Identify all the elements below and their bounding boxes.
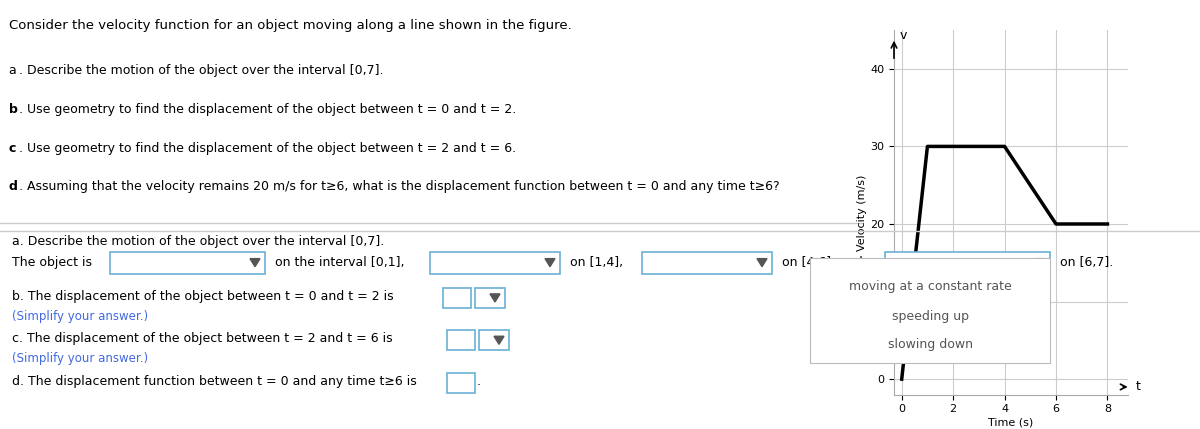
Text: on [4,6], and: on [4,6], and <box>782 256 863 269</box>
Polygon shape <box>757 259 767 267</box>
Bar <box>110 251 265 274</box>
Text: . Describe the motion of the object over the interval [0,7].: . Describe the motion of the object over… <box>19 64 384 77</box>
Polygon shape <box>545 259 554 267</box>
Text: on [6,7].: on [6,7]. <box>1060 256 1114 269</box>
Bar <box>446 372 475 393</box>
Text: c: c <box>8 142 16 154</box>
Bar <box>430 251 560 274</box>
Text: moving at a constant rate: moving at a constant rate <box>848 280 1012 293</box>
Y-axis label: Velocity (m/s): Velocity (m/s) <box>857 174 868 251</box>
Text: The object is: The object is <box>12 256 92 269</box>
Text: a. Describe the motion of the object over the interval [0,7].: a. Describe the motion of the object ove… <box>12 236 384 248</box>
Polygon shape <box>494 336 504 344</box>
Bar <box>446 330 475 350</box>
Text: t: t <box>1135 381 1140 393</box>
Text: d. The displacement function between t = 0 and any time t≥6 is: d. The displacement function between t =… <box>12 375 416 387</box>
Text: . Assuming that the velocity remains 20 m/s for t≥6, what is the displacement fu: . Assuming that the velocity remains 20 … <box>19 180 780 193</box>
Text: on [1,4],: on [1,4], <box>570 256 623 269</box>
Text: b. The displacement of the object between t = 0 and t = 2 is: b. The displacement of the object betwee… <box>12 290 394 303</box>
Bar <box>810 257 1050 363</box>
Bar <box>886 251 1050 274</box>
Text: Consider the velocity function for an object moving along a line shown in the fi: Consider the velocity function for an ob… <box>8 19 571 32</box>
Text: slowing down: slowing down <box>888 338 972 351</box>
Bar <box>642 251 772 274</box>
Text: c. The displacement of the object between t = 2 and t = 6 is: c. The displacement of the object betwee… <box>12 332 392 345</box>
Text: (Simplify your answer.): (Simplify your answer.) <box>12 352 148 366</box>
Text: a: a <box>8 64 17 77</box>
Text: d: d <box>8 180 18 193</box>
Text: on the interval [0,1],: on the interval [0,1], <box>275 256 404 269</box>
Text: speeding up: speeding up <box>892 310 968 323</box>
Polygon shape <box>1034 259 1045 267</box>
Text: .: . <box>478 375 481 387</box>
Text: . Use geometry to find the displacement of the object between t = 0 and t = 2.: . Use geometry to find the displacement … <box>19 103 516 116</box>
X-axis label: Time (s): Time (s) <box>989 417 1033 427</box>
Bar <box>443 288 470 308</box>
Polygon shape <box>490 294 500 302</box>
Text: v: v <box>899 29 906 42</box>
Text: (Simplify your answer.): (Simplify your answer.) <box>12 310 148 323</box>
Bar <box>475 288 505 308</box>
Bar <box>479 330 509 350</box>
Text: b: b <box>8 103 18 116</box>
Text: . Use geometry to find the displacement of the object between t = 2 and t = 6.: . Use geometry to find the displacement … <box>19 142 516 154</box>
Polygon shape <box>250 259 260 267</box>
